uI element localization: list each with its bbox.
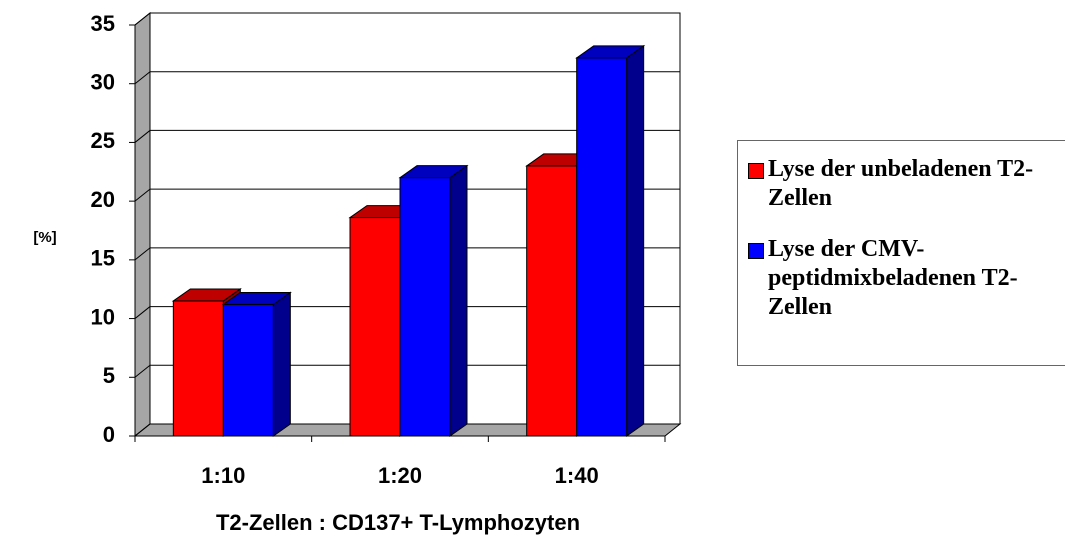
side-wall	[134, 11, 151, 438]
y-axis-label: [%]	[33, 229, 56, 246]
legend-swatch	[748, 243, 764, 259]
bar	[576, 57, 628, 437]
bar	[349, 217, 401, 437]
x-tick-label: 1:40	[555, 463, 599, 488]
x-tick-label: 1:10	[201, 463, 245, 488]
y-tick-label: 5	[103, 363, 115, 388]
legend: Lyse der unbeladenen T2-Zellen Lyse der C…	[737, 140, 1065, 366]
bar	[172, 300, 224, 437]
y-tick-label: 0	[103, 422, 115, 447]
legend-entry: Lyse der unbeladenen T2-Zellen	[748, 155, 1058, 213]
bar	[526, 165, 578, 437]
y-tick-label: 20	[91, 187, 115, 212]
x-axis-label: T2-Zellen : CD137+ T-Lymphozyten	[216, 510, 580, 535]
bar-side	[272, 291, 291, 437]
bar	[222, 303, 274, 437]
grid-line	[134, 130, 151, 143]
grid-line	[134, 12, 151, 26]
y-tick-label: 30	[91, 70, 115, 95]
grid-line	[134, 247, 151, 261]
legend-entry: Lyse der CMV-peptidmixbeladenen T2-Zelle…	[748, 235, 1058, 322]
grid-line	[134, 188, 151, 202]
x-tick-label: 1:20	[378, 463, 422, 488]
grid-line	[134, 423, 151, 437]
grid-line	[134, 71, 151, 85]
bar-side	[449, 164, 468, 437]
legend-label: Lyse der CMV-peptidmixbeladenen T2-Zelle…	[768, 236, 1018, 320]
y-tick-label: 10	[91, 304, 115, 329]
legend-swatch	[748, 163, 764, 179]
bar	[399, 177, 451, 437]
grid-line	[134, 364, 151, 378]
y-tick-label: 25	[91, 128, 115, 153]
bar-side	[626, 44, 645, 437]
legend-label: Lyse der unbeladenen T2-Zellen	[768, 156, 1034, 211]
grid-line	[134, 306, 151, 319]
y-tick-label: 15	[91, 246, 115, 271]
y-tick-label: 35	[91, 11, 115, 36]
